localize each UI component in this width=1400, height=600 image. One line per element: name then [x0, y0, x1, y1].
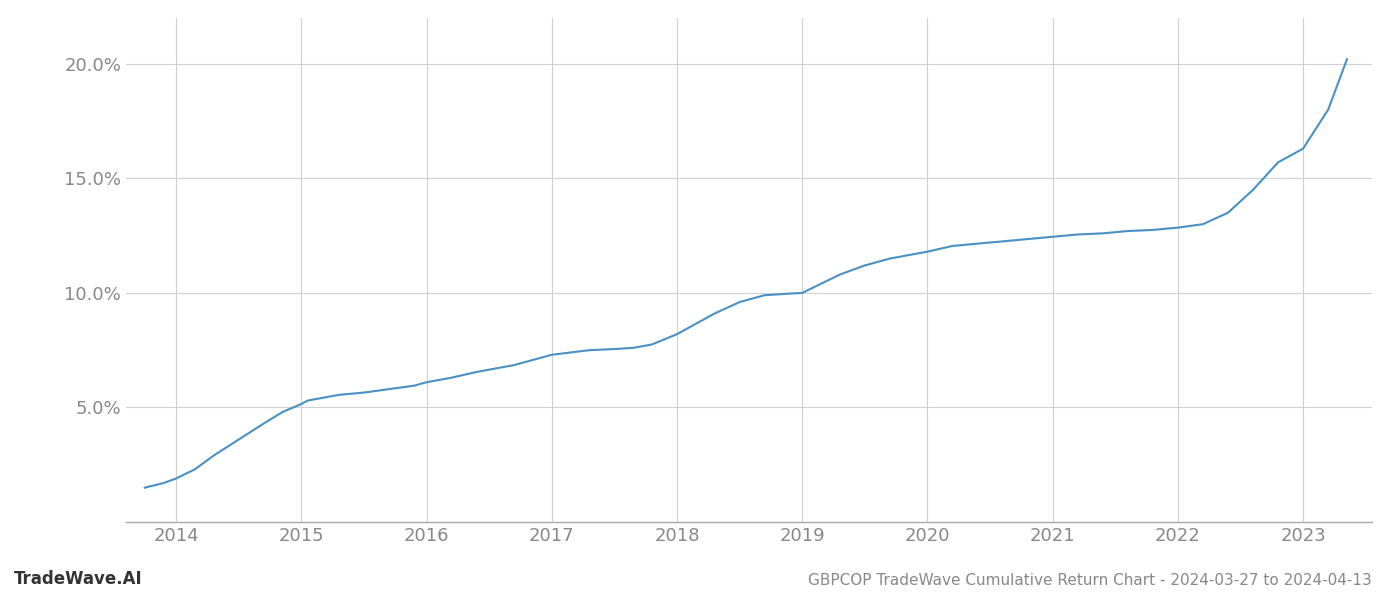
Text: GBPCOP TradeWave Cumulative Return Chart - 2024-03-27 to 2024-04-13: GBPCOP TradeWave Cumulative Return Chart… [808, 573, 1372, 588]
Text: TradeWave.AI: TradeWave.AI [14, 570, 143, 588]
